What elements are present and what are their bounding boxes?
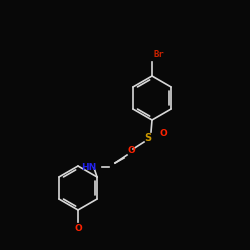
Text: O: O: [160, 130, 168, 138]
Text: O: O: [74, 224, 82, 233]
Text: Br: Br: [153, 50, 164, 59]
Text: O: O: [127, 146, 135, 155]
Text: S: S: [144, 133, 152, 143]
Text: HN: HN: [81, 164, 96, 172]
